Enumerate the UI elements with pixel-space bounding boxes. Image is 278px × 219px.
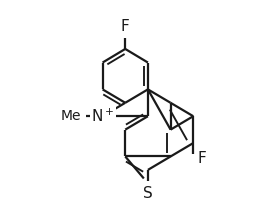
Text: S: S [143,186,153,201]
Text: Me: Me [60,109,81,123]
Text: N$^+$: N$^+$ [91,108,114,125]
Text: F: F [121,19,130,34]
Text: F: F [198,151,207,166]
